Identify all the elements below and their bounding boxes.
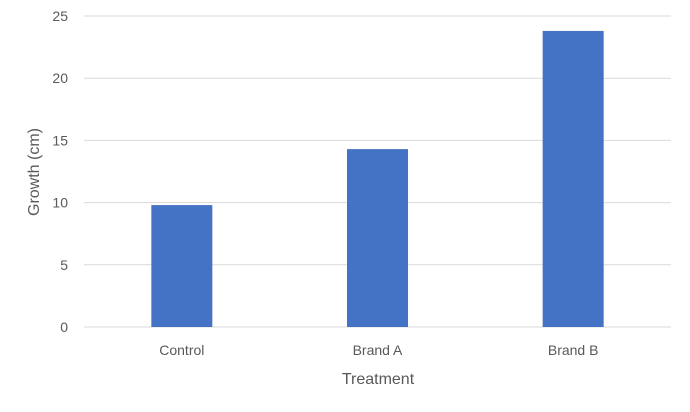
x-tick-label: Control — [159, 342, 204, 358]
x-tick-label: Brand A — [353, 342, 403, 358]
y-tick-labels: 0 5 10 15 20 25 — [52, 8, 68, 335]
x-tick-label: Brand B — [548, 342, 599, 358]
y-tick-label: 15 — [52, 132, 68, 148]
bar-control — [151, 205, 213, 327]
bar-brand-b — [542, 30, 604, 327]
y-tick-label: 20 — [52, 70, 68, 86]
bar-brand-a — [347, 149, 408, 327]
y-tick-label: 0 — [60, 319, 68, 335]
y-axis-title: Growth (cm) — [26, 128, 43, 216]
x-tick-labels: Control Brand A Brand B — [159, 342, 598, 358]
bars — [151, 30, 604, 327]
y-tick-label: 25 — [52, 8, 68, 24]
x-axis-title: Treatment — [342, 371, 415, 388]
y-tick-label: 10 — [52, 195, 68, 211]
y-tick-label: 5 — [60, 257, 68, 273]
